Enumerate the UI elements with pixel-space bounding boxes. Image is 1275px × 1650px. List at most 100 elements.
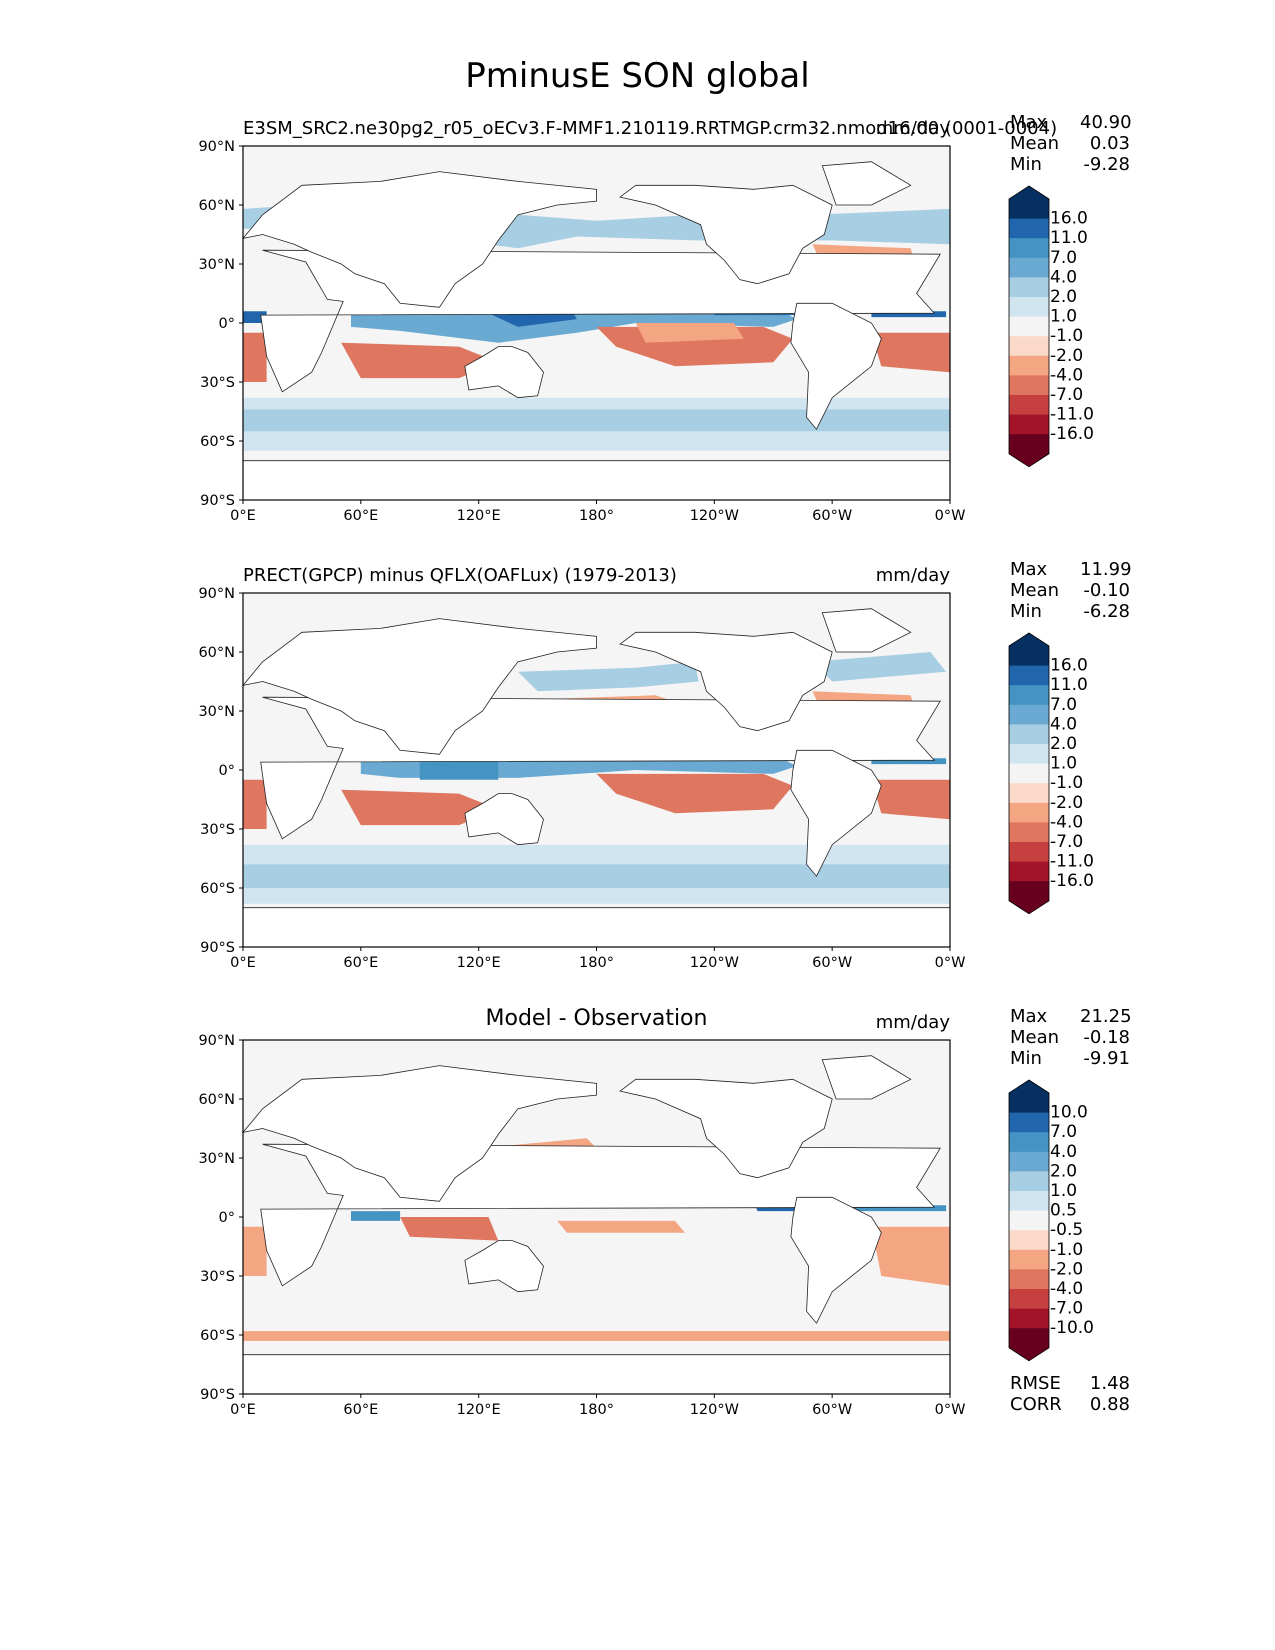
coastline: [241, 1065, 597, 1202]
colorbar-tick-label: 16.0: [1050, 656, 1088, 676]
colorbar-tick-label: 7.0: [1050, 695, 1077, 715]
contour-region: [871, 332, 950, 373]
lat-tick-label: 90°S: [200, 940, 235, 956]
lon-tick-label: 120°W: [690, 508, 739, 524]
colorbar-outline: [1008, 1079, 1050, 1362]
colorbar: 10.07.04.02.01.00.5-0.5-1.0-2.0-4.0-7.0-…: [1008, 1079, 1094, 1362]
contour-region: [243, 1331, 950, 1341]
colorbar-tick-label: -7.0: [1050, 1299, 1083, 1319]
units-label: mm/day: [875, 1012, 950, 1033]
stat-max-label: Max: [1010, 112, 1048, 133]
contour-region: [400, 1217, 499, 1241]
lat-tick-label: 0°: [219, 763, 235, 779]
colorbar-tick-label: 1.0: [1050, 1181, 1077, 1201]
colorbar-extend-bottom: [1009, 453, 1049, 467]
stats-box: Max 40.90 Mean 0.03 Min -9.28: [1010, 112, 1132, 175]
colorbar-segment: [1009, 783, 1049, 804]
stat-min-label: Min: [1010, 154, 1042, 175]
colorbar-extend-bottom: [1009, 900, 1049, 914]
lon-tick-label: 60°E: [343, 1402, 378, 1418]
lat-tick-label: 60°N: [198, 645, 235, 661]
lon-tick-label: 120°E: [457, 508, 501, 524]
stat-mean-label: Mean: [1010, 133, 1060, 154]
stat-min-label: Min: [1010, 601, 1042, 622]
lat-tick-label: 90°N: [198, 1033, 235, 1049]
colorbar-tick-label: -1.0: [1050, 1240, 1083, 1260]
colorbar-extend-top: [1009, 186, 1049, 199]
stat-min-label: Min: [1010, 1048, 1042, 1069]
colorbar-tick-label: -4.0: [1050, 1279, 1083, 1299]
colorbar-segment: [1009, 881, 1049, 902]
colorbar-tick-label: 2.0: [1050, 734, 1077, 754]
lat-tick-label: 60°S: [200, 881, 235, 897]
lon-tick-label: 120°W: [690, 955, 739, 971]
map-field: [241, 593, 951, 948]
colorbar-tick-label: -7.0: [1050, 385, 1083, 405]
colorbar-extend-top: [1009, 1080, 1049, 1093]
coastline: [464, 1240, 544, 1293]
colorbar-tick-label: 7.0: [1050, 248, 1077, 268]
colorbar-tick-label: 4.0: [1050, 267, 1077, 287]
colorbar-tick-label: 1.0: [1050, 754, 1077, 774]
stat-max-label: Max: [1010, 559, 1048, 580]
rmse-value: 1.48: [1089, 1373, 1130, 1394]
map-plot: 90°N 60°N 30°N 0° 30°S 60°S 90°S0°E 60°E 120°E 18…: [198, 139, 965, 524]
coastline: [821, 608, 912, 653]
coastline: [619, 631, 833, 732]
colorbar-segment: [1009, 1191, 1049, 1212]
colorbar-tick-label: -11.0: [1050, 852, 1094, 872]
colorbar-segment: [1009, 665, 1049, 686]
colorbar-segment: [1009, 355, 1049, 376]
colorbar-segment: [1009, 1249, 1049, 1270]
stat-mean-value: -0.18: [1083, 1027, 1130, 1048]
lon-tick-label: 60°E: [343, 955, 378, 971]
colorbar-tick-label: -1.0: [1050, 773, 1083, 793]
colorbar-segment: [1009, 724, 1049, 745]
coastline: [464, 793, 544, 846]
contour-region: [517, 661, 699, 692]
stat-mean-value: -0.10: [1083, 580, 1130, 601]
coastline: [619, 1078, 833, 1179]
contour-region: [871, 1226, 950, 1286]
colorbar-segment: [1009, 1210, 1049, 1231]
colorbar-segment: [1009, 297, 1049, 318]
colorbar-segment: [1009, 842, 1049, 863]
coastline: [241, 171, 597, 308]
colorbar-segment: [1009, 316, 1049, 337]
lon-tick-label: 0°W: [935, 1402, 966, 1418]
lat-tick-label: 90°N: [198, 586, 235, 602]
colorbar-segment: [1009, 336, 1049, 357]
colorbar-tick-label: 10.0: [1050, 1103, 1088, 1123]
colorbar-tick-label: 4.0: [1050, 1142, 1077, 1162]
units-label: mm/day: [875, 565, 950, 586]
colorbar-segment: [1009, 1328, 1049, 1349]
corr-value: 0.88: [1089, 1394, 1130, 1415]
colorbar-outline: [1008, 632, 1050, 915]
panel-title: E3SM_SRC2.ne30pg2_r05_oECv3.F-MMF1.21011…: [243, 118, 1058, 139]
stat-max-value: 11.99: [1080, 559, 1132, 580]
stat-min-value: -6.28: [1083, 601, 1130, 622]
stat-mean-label: Mean: [1010, 580, 1060, 601]
lat-tick-label: 60°N: [198, 198, 235, 214]
contour-region: [243, 332, 267, 382]
lat-tick-label: 90°N: [198, 139, 235, 155]
colorbar-segment: [1009, 1112, 1049, 1133]
rmse-label: RMSE: [1010, 1373, 1061, 1394]
lon-tick-label: 0°W: [935, 955, 966, 971]
map-plot: 90°N 60°N 30°N 0° 30°S 60°S 90°S0°E 60°E 120°E 18…: [198, 586, 965, 971]
lat-tick-label: 30°S: [200, 1269, 235, 1285]
colorbar-tick-label: -4.0: [1050, 812, 1083, 832]
colorbar-segment: [1009, 1151, 1049, 1172]
colorbar-tick-label: -4.0: [1050, 365, 1083, 385]
contour-region: [243, 409, 950, 432]
colorbar-segment: [1009, 685, 1049, 706]
colorbar-segment: [1009, 395, 1049, 416]
colorbar-segment: [1009, 218, 1049, 239]
axis-ticks: 90°N 60°N 30°N 0° 30°S 60°S 90°S0°E 60°E 120°E 18…: [198, 586, 965, 971]
colorbar-segment: [1009, 822, 1049, 843]
colorbar-segment: [1009, 238, 1049, 259]
contour-region: [341, 342, 499, 379]
axis-ticks: 90°N 60°N 30°N 0° 30°S 60°S 90°S0°E 60°E 120°E 18…: [198, 1033, 965, 1418]
colorbar-tick-label: 2.0: [1050, 287, 1077, 307]
lon-tick-label: 0°E: [230, 1402, 256, 1418]
